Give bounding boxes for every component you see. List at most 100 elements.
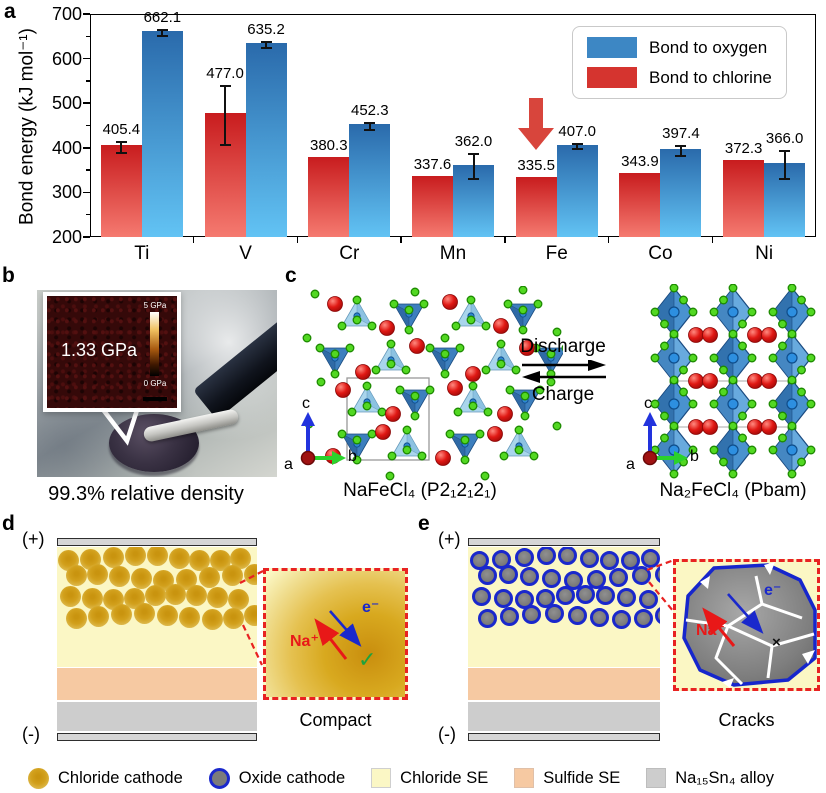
legend-item-label: Chloride SE	[400, 768, 489, 787]
bar-Co-bond-to-oxygen	[660, 148, 702, 237]
chloride-cathode-particle	[189, 549, 211, 571]
panel-b-pellet-photo: b 1.33 GPa 5 GPa 0 GPa 99.3% relative de…	[0, 264, 292, 512]
discharge-label: Discharge	[520, 336, 606, 357]
axis-arrows	[300, 412, 346, 466]
oxide-cathode-particle	[535, 588, 555, 608]
chloride-cathode-particle	[221, 564, 243, 586]
colorbar-min-label: 0 GPa	[143, 379, 167, 388]
chloride-cathode-particle	[88, 606, 110, 628]
chloride-cathode-particle	[156, 604, 178, 626]
colorbar-max-label: 5 GPa	[143, 301, 167, 310]
positive-electrode-label: (+)	[22, 529, 45, 549]
value-label-Ti: 405.4	[102, 120, 141, 138]
oxide-cathode-particle	[541, 569, 561, 589]
chloride-cathode-particle	[198, 566, 220, 588]
axis-a-label: a	[284, 456, 293, 473]
cracked-particle-inset: Na⁺ e⁻ ×	[673, 559, 820, 691]
highlight-arrow	[529, 98, 544, 128]
chloride-cathode-particle	[223, 607, 245, 629]
y-tick-label: 500	[51, 93, 82, 114]
inset-callout-lines	[99, 405, 141, 446]
pellet-photo: 1.33 GPa 5 GPa 0 GPa	[37, 290, 277, 477]
oxide-cathode-particle	[617, 588, 637, 607]
oxide-cathode-particle	[579, 548, 599, 568]
cracks-caption: Cracks	[718, 710, 775, 730]
legend-item-oxide-cathode: Oxide cathode	[208, 767, 345, 789]
chart-legend-row: Bond to oxygen	[587, 37, 772, 58]
positive-electrode-label: (+)	[438, 529, 461, 549]
value-label-Mn: 362.0	[454, 133, 493, 151]
oxide-cathode-particle	[640, 549, 660, 569]
modulus-colorbar	[150, 312, 159, 376]
legend-item-label: Na₁₅Sn₄ alloy	[675, 768, 774, 787]
oxide-cathode-particle	[493, 589, 513, 609]
bar-Co-bond-to-chlorine	[619, 172, 661, 237]
chloride-cathode-particle	[130, 568, 152, 590]
error-bar-Co	[675, 144, 687, 157]
panel-label-b: b	[2, 264, 15, 287]
charge-label: Charge	[531, 384, 595, 405]
nafecl4-formula: NaFeCl₄ (P2₁2₁2₁)	[343, 480, 497, 501]
error-bar-Cr	[364, 122, 376, 131]
oxide-cathode-particle	[633, 608, 653, 628]
error-bar-Ti	[156, 29, 168, 37]
value-label-Fe: 335.5	[517, 156, 555, 174]
value-label-Ti: 662.1	[143, 9, 182, 27]
legend-item-chloride-se: Chloride SE	[371, 768, 488, 788]
value-label-Fe: 407.0	[558, 122, 596, 140]
bar-Ti-bond-to-oxygen	[141, 30, 183, 237]
panel-label-e: e	[418, 512, 430, 535]
y-axis-tick	[86, 169, 90, 171]
oxide-cathode-particle	[499, 607, 519, 627]
x-category-label: Fe	[545, 243, 568, 264]
inset-connector-lines	[646, 558, 675, 613]
chloride-cathode-particle	[244, 564, 257, 586]
y-tick-label: 200	[51, 227, 82, 247]
chloride-cathode-particle	[60, 585, 82, 607]
y-tick-label: 700	[51, 4, 82, 24]
panel-c-crystal-structures: c	[280, 264, 826, 512]
chart-legend-row: Bond to chlorine	[587, 67, 772, 88]
panel-label-d: d	[2, 512, 15, 535]
oxide-cathode-particle	[555, 586, 575, 606]
oxide-cathode-particle	[600, 550, 620, 570]
y-axis-tick	[83, 57, 90, 60]
oxide-cathode-particle	[638, 590, 658, 610]
y-axis-tick	[86, 80, 90, 82]
figure-legend: Chloride cathode Oxide cathode Chloride SE…	[0, 763, 826, 793]
sulfide-se-layer	[468, 668, 660, 700]
reaction-arrows	[522, 360, 606, 383]
alloy-anode-layer	[468, 702, 660, 731]
oxide-cathode-particle	[536, 547, 556, 565]
oxide-cathode-particle	[564, 570, 584, 590]
oxide-cathode-particle	[520, 566, 540, 586]
y-axis-title: Bond energy (kJ mol⁻¹)	[16, 28, 38, 225]
chloride-cathode-particle	[87, 564, 109, 586]
chloride-cathode-particle	[179, 607, 201, 629]
legend-item-alloy: Na₁₅Sn₄ alloy	[646, 768, 774, 788]
legend-item-sulfide-se: Sulfide SE	[514, 768, 620, 788]
x-category-label: Co	[648, 243, 673, 264]
legend-item-label: Chloride cathode	[58, 768, 183, 787]
error-bar-Fe	[571, 142, 583, 151]
legend-swatch	[587, 37, 637, 58]
oxide-cathode-swatch-icon	[208, 767, 230, 789]
chloride-cathode-particle	[168, 547, 190, 569]
y-axis-tick	[86, 124, 90, 127]
y-axis-tick	[83, 102, 90, 104]
cross-icon: ×	[772, 634, 781, 651]
chloride-cathode-particle	[125, 547, 147, 566]
y-axis-tick	[83, 13, 90, 15]
x-axis-tick	[400, 237, 402, 243]
relative-density-caption: 99.3% relative density	[48, 483, 244, 505]
x-axis-tick	[296, 237, 299, 243]
panel-a-bond-energy-chart: a Bond energy (kJ mol⁻¹) 200 300 400 500 600…	[0, 0, 826, 264]
chloride-se-swatch-icon	[371, 768, 392, 788]
scale-bar	[143, 397, 167, 401]
bar-Cr-bond-to-chlorine	[308, 156, 350, 237]
axis-b-label: b	[690, 448, 699, 465]
oxide-cathode-particle	[609, 567, 629, 587]
chloride-cathode-particle	[103, 547, 125, 568]
oxide-cathode-particle	[632, 565, 652, 585]
